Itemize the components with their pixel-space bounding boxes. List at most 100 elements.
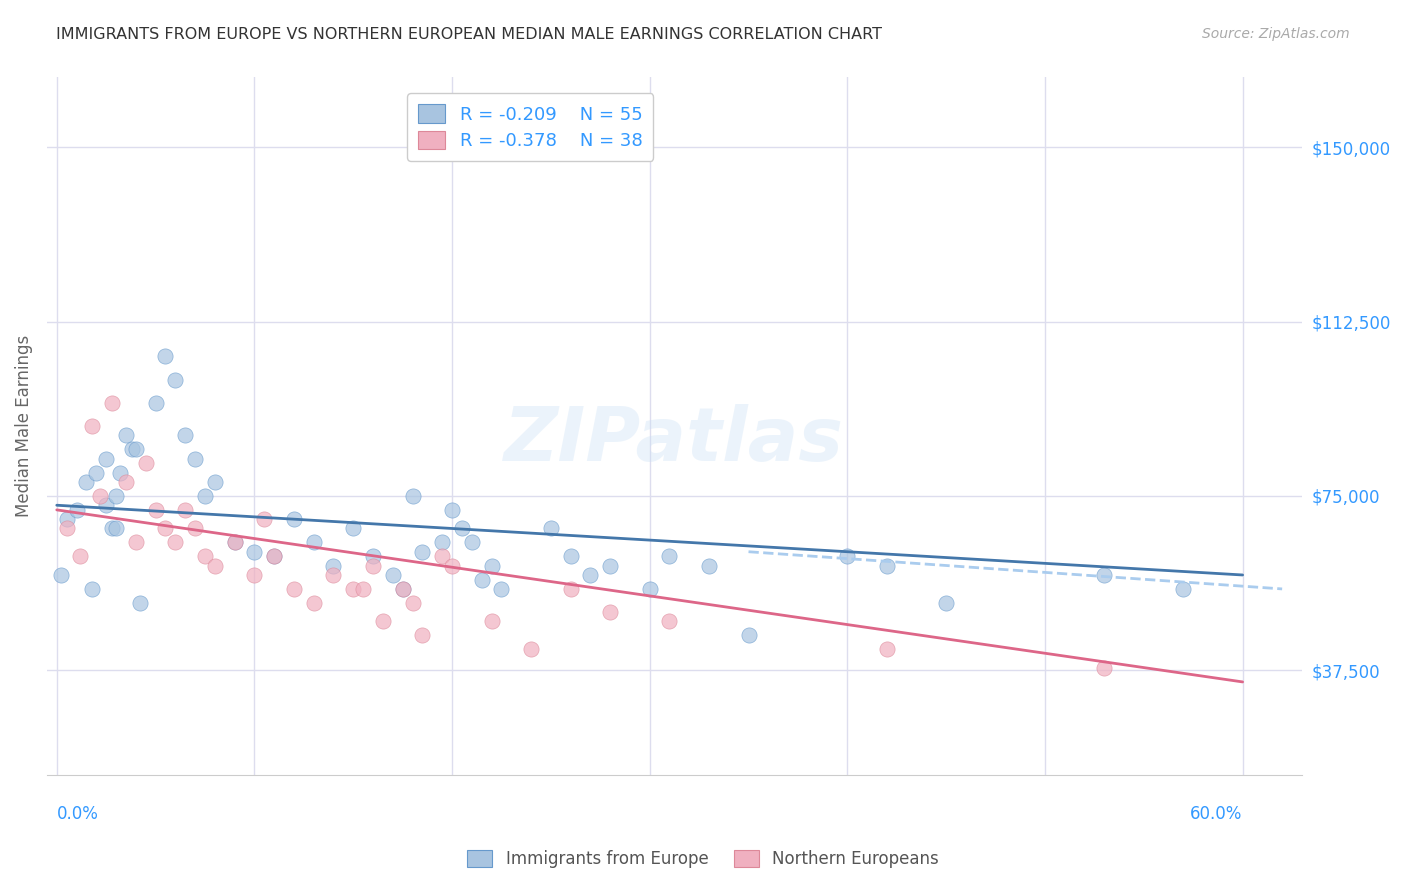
Point bbox=[125, 535, 148, 549]
Point bbox=[174, 428, 197, 442]
Point bbox=[84, 466, 107, 480]
Point bbox=[342, 582, 364, 596]
Point bbox=[145, 503, 167, 517]
Point bbox=[108, 466, 131, 480]
Point bbox=[121, 442, 143, 457]
Point bbox=[935, 596, 957, 610]
Point bbox=[243, 545, 266, 559]
Point bbox=[837, 549, 859, 564]
Point bbox=[1092, 568, 1115, 582]
Point bbox=[145, 396, 167, 410]
Point bbox=[391, 582, 413, 596]
Point bbox=[125, 442, 148, 457]
Point bbox=[461, 535, 484, 549]
Point bbox=[658, 615, 681, 629]
Point bbox=[411, 628, 433, 642]
Point bbox=[441, 503, 464, 517]
Point bbox=[283, 582, 305, 596]
Text: 0.0%: 0.0% bbox=[56, 805, 98, 823]
Point bbox=[361, 549, 384, 564]
Point bbox=[520, 642, 543, 657]
Point bbox=[55, 521, 77, 535]
Point bbox=[411, 545, 433, 559]
Point bbox=[381, 568, 404, 582]
Text: 60.0%: 60.0% bbox=[1191, 805, 1243, 823]
Point bbox=[1092, 661, 1115, 675]
Point bbox=[155, 521, 177, 535]
Point bbox=[165, 373, 187, 387]
Point bbox=[441, 558, 464, 573]
Point bbox=[322, 568, 344, 582]
Point bbox=[115, 475, 138, 489]
Text: ZIPatlas: ZIPatlas bbox=[505, 404, 845, 476]
Legend: Immigrants from Europe, Northern Europeans: Immigrants from Europe, Northern Europea… bbox=[461, 843, 945, 875]
Point bbox=[471, 573, 494, 587]
Point bbox=[481, 558, 503, 573]
Point bbox=[82, 419, 104, 434]
Point bbox=[105, 489, 128, 503]
Point bbox=[165, 535, 187, 549]
Point bbox=[451, 521, 474, 535]
Point bbox=[55, 512, 77, 526]
Point bbox=[430, 535, 453, 549]
Point bbox=[135, 456, 157, 470]
Point bbox=[352, 582, 374, 596]
Text: Source: ZipAtlas.com: Source: ZipAtlas.com bbox=[1202, 27, 1350, 41]
Point bbox=[184, 521, 207, 535]
Point bbox=[638, 582, 661, 596]
Point bbox=[560, 582, 582, 596]
Point bbox=[579, 568, 602, 582]
Point bbox=[224, 535, 246, 549]
Point bbox=[101, 396, 124, 410]
Point bbox=[243, 568, 266, 582]
Point bbox=[253, 512, 276, 526]
Point bbox=[194, 489, 217, 503]
Point bbox=[49, 568, 72, 582]
Point bbox=[283, 512, 305, 526]
Y-axis label: Median Male Earnings: Median Male Earnings bbox=[15, 335, 32, 517]
Point bbox=[697, 558, 720, 573]
Point bbox=[322, 558, 344, 573]
Point bbox=[204, 475, 226, 489]
Point bbox=[302, 596, 325, 610]
Point bbox=[481, 615, 503, 629]
Point bbox=[302, 535, 325, 549]
Point bbox=[737, 628, 759, 642]
Point bbox=[342, 521, 364, 535]
Text: IMMIGRANTS FROM EUROPE VS NORTHERN EUROPEAN MEDIAN MALE EARNINGS CORRELATION CHA: IMMIGRANTS FROM EUROPE VS NORTHERN EUROP… bbox=[56, 27, 882, 42]
Point bbox=[101, 521, 124, 535]
Legend: R = -0.209    N = 55, R = -0.378    N = 38: R = -0.209 N = 55, R = -0.378 N = 38 bbox=[408, 94, 654, 161]
Point bbox=[89, 489, 111, 503]
Point bbox=[371, 615, 394, 629]
Point bbox=[599, 605, 621, 619]
Point bbox=[599, 558, 621, 573]
Point bbox=[658, 549, 681, 564]
Point bbox=[1173, 582, 1195, 596]
Point bbox=[75, 475, 97, 489]
Point bbox=[263, 549, 285, 564]
Point bbox=[560, 549, 582, 564]
Point bbox=[115, 428, 138, 442]
Point bbox=[69, 549, 91, 564]
Point bbox=[96, 498, 118, 512]
Point bbox=[401, 489, 423, 503]
Point bbox=[184, 451, 207, 466]
Point bbox=[82, 582, 104, 596]
Point bbox=[224, 535, 246, 549]
Point bbox=[430, 549, 453, 564]
Point bbox=[96, 451, 118, 466]
Point bbox=[876, 642, 898, 657]
Point bbox=[155, 350, 177, 364]
Point bbox=[876, 558, 898, 573]
Point bbox=[204, 558, 226, 573]
Point bbox=[174, 503, 197, 517]
Point bbox=[401, 596, 423, 610]
Point bbox=[391, 582, 413, 596]
Point bbox=[540, 521, 562, 535]
Point bbox=[65, 503, 87, 517]
Point bbox=[361, 558, 384, 573]
Point bbox=[105, 521, 128, 535]
Point bbox=[491, 582, 513, 596]
Point bbox=[194, 549, 217, 564]
Point bbox=[128, 596, 150, 610]
